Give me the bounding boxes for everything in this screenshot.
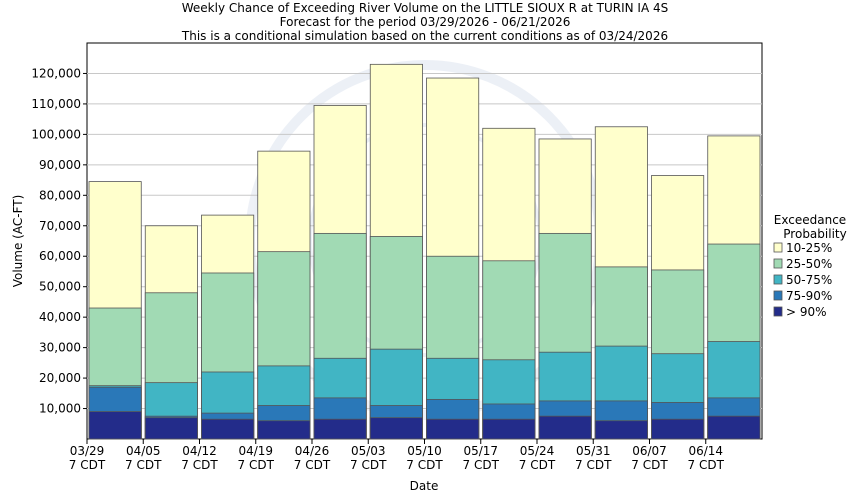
bar-stack (144, 225, 198, 440)
legend-title-line-1: Exceedance (774, 213, 846, 227)
y-axis: 10,000 20,000 30,000 40,000 50,000 60,000 70,0… (31, 66, 87, 416)
y-tick-label: 100,000 (31, 127, 81, 141)
x-tick-label-date: 05/10 (407, 444, 442, 458)
y-tick-label: 10,000 (39, 402, 81, 416)
y-tick-label: 80,000 (39, 188, 81, 202)
x-tick-label-date: 05/03 (351, 444, 386, 458)
x-axis-label: Date (410, 479, 439, 493)
x-tick-label-date: 06/07 (632, 444, 667, 458)
bar-segment (538, 415, 592, 440)
bar-segment (257, 420, 311, 440)
y-tick-label: 20,000 (39, 371, 81, 385)
legend-entry-label: 75-90% (786, 289, 832, 303)
legend-items: 10-25% 25-50% 50-75% 75-90% > 90% (773, 241, 832, 319)
legend-swatch (773, 274, 783, 285)
x-tick-label-date: 04/26 (295, 444, 330, 458)
y-axis-label: Volume (AC-FT) (11, 195, 25, 288)
title-line-3: This is a conditional simulation based o… (181, 29, 668, 43)
y-tick-label: 50,000 (39, 280, 81, 294)
y-gridlines (87, 72, 762, 410)
legend-title-line-2: Probability (783, 227, 846, 241)
bar-stack (201, 214, 255, 440)
y-tick-label: 110,000 (31, 97, 81, 111)
bar-stack (313, 105, 367, 440)
legend-swatch (773, 290, 783, 301)
x-tick-label-date: 04/12 (182, 444, 217, 458)
y-tick-label: 30,000 (39, 341, 81, 355)
y-tick-label: 60,000 (39, 249, 81, 263)
bar-segment (88, 411, 142, 440)
x-tick-label-tz: 7 CDT (463, 458, 500, 472)
x-tick-label-date: 05/17 (463, 444, 498, 458)
y-tick-label: 90,000 (39, 158, 81, 172)
plot-area (86, 42, 763, 440)
bar-segment (201, 418, 255, 440)
legend-swatch (773, 306, 783, 317)
y-tick-label: 70,000 (39, 219, 81, 233)
bar-stack (88, 181, 142, 440)
bar-stack (594, 126, 648, 440)
title-line-2: Forecast for the period 03/29/2026 - 06/… (280, 15, 571, 29)
x-tick-label-tz: 7 CDT (125, 458, 162, 472)
x-tick-label-tz: 7 CDT (181, 458, 218, 472)
legend-entry-label: 50-75% (786, 273, 832, 287)
title-line-1: Weekly Chance of Exceeding River Volume … (182, 1, 669, 15)
bar-segment (144, 417, 198, 440)
x-tick-label-tz: 7 CDT (350, 458, 387, 472)
y-tick-label: 40,000 (39, 310, 81, 324)
bar-stack (369, 63, 423, 440)
bar-stack (707, 135, 761, 440)
bar-segment (707, 415, 761, 440)
x-tick-label-tz: 7 CDT (575, 458, 612, 472)
bar-segment (369, 417, 423, 440)
bar-stack (538, 138, 592, 440)
legend-entry-label: 10-25% (786, 241, 832, 255)
x-tick-label-date: 06/14 (688, 444, 723, 458)
bar-stack (426, 77, 480, 440)
legend-swatch (773, 242, 783, 253)
x-tick-label-tz: 7 CDT (631, 458, 668, 472)
bar-segment (426, 418, 480, 440)
legend: Exceedance Probability 10-25% 25-50% 50-75… (773, 213, 847, 319)
legend-entry-label: 25-50% (786, 257, 832, 271)
x-tick-label-tz: 7 CDT (69, 458, 106, 472)
bar-stack (482, 127, 536, 440)
bars (88, 63, 761, 440)
x-tick-label-tz: 7 CDT (406, 458, 443, 472)
bar-segment (482, 418, 536, 440)
legend-swatch (773, 258, 783, 269)
bar-stack (257, 150, 311, 440)
chart-title: Weekly Chance of Exceeding River Volume … (181, 1, 668, 43)
bar-segment (313, 418, 367, 440)
x-tick-label-date: 04/05 (126, 444, 161, 458)
x-tick-label-tz: 7 CDT (688, 458, 725, 472)
bar-segment (651, 418, 705, 440)
y-tick-label: 120,000 (31, 66, 81, 80)
x-tick-label-date: 05/24 (520, 444, 555, 458)
x-tick-label-tz: 7 CDT (294, 458, 331, 472)
bar-stack (651, 175, 705, 440)
bar-segment (594, 420, 648, 440)
x-tick-label-tz: 7 CDT (519, 458, 556, 472)
x-tick-label-date: 03/29 (70, 444, 105, 458)
legend-entry-label: > 90% (786, 305, 827, 319)
x-tick-label-date: 04/19 (238, 444, 273, 458)
x-tick-label-tz: 7 CDT (238, 458, 275, 472)
x-tick-label-date: 05/31 (576, 444, 611, 458)
